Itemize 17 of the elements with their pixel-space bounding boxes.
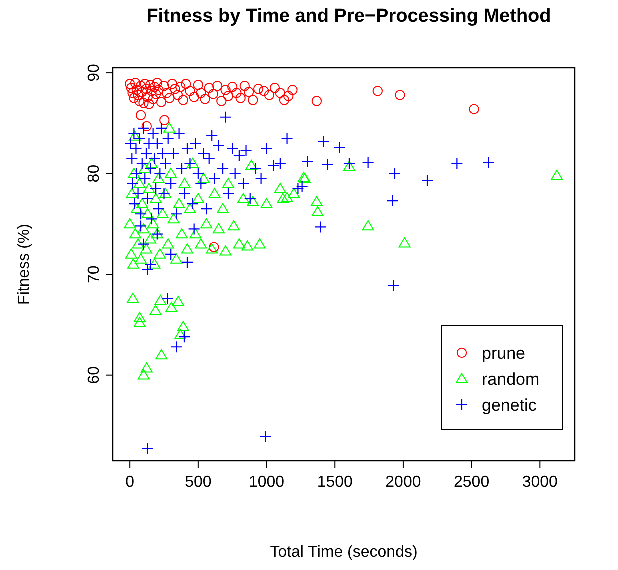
x-tick-label: 2500 xyxy=(454,474,490,491)
x-tick-label: 1500 xyxy=(317,474,354,491)
y-tick-label: 90 xyxy=(86,64,103,82)
x-tick-label: 1000 xyxy=(248,474,285,491)
x-axis-title: Total Time (seconds) xyxy=(270,544,418,561)
x-tick-label: 3000 xyxy=(522,474,558,491)
y-tick-label: 70 xyxy=(86,266,103,284)
x-tick-label: 0 xyxy=(126,474,135,491)
y-axis-title: Fitness (%) xyxy=(16,224,33,305)
x-tick-label: 500 xyxy=(185,474,212,491)
x-tick-label: 2000 xyxy=(386,474,422,491)
y-tick-label: 60 xyxy=(86,366,103,384)
legend-label: prune xyxy=(482,344,526,363)
chart-title: Fitness by Time and Pre−Processing Method xyxy=(146,6,552,27)
legend-label: genetic xyxy=(482,396,538,415)
legend-label: random xyxy=(482,370,540,389)
y-tick-label: 80 xyxy=(86,164,103,183)
